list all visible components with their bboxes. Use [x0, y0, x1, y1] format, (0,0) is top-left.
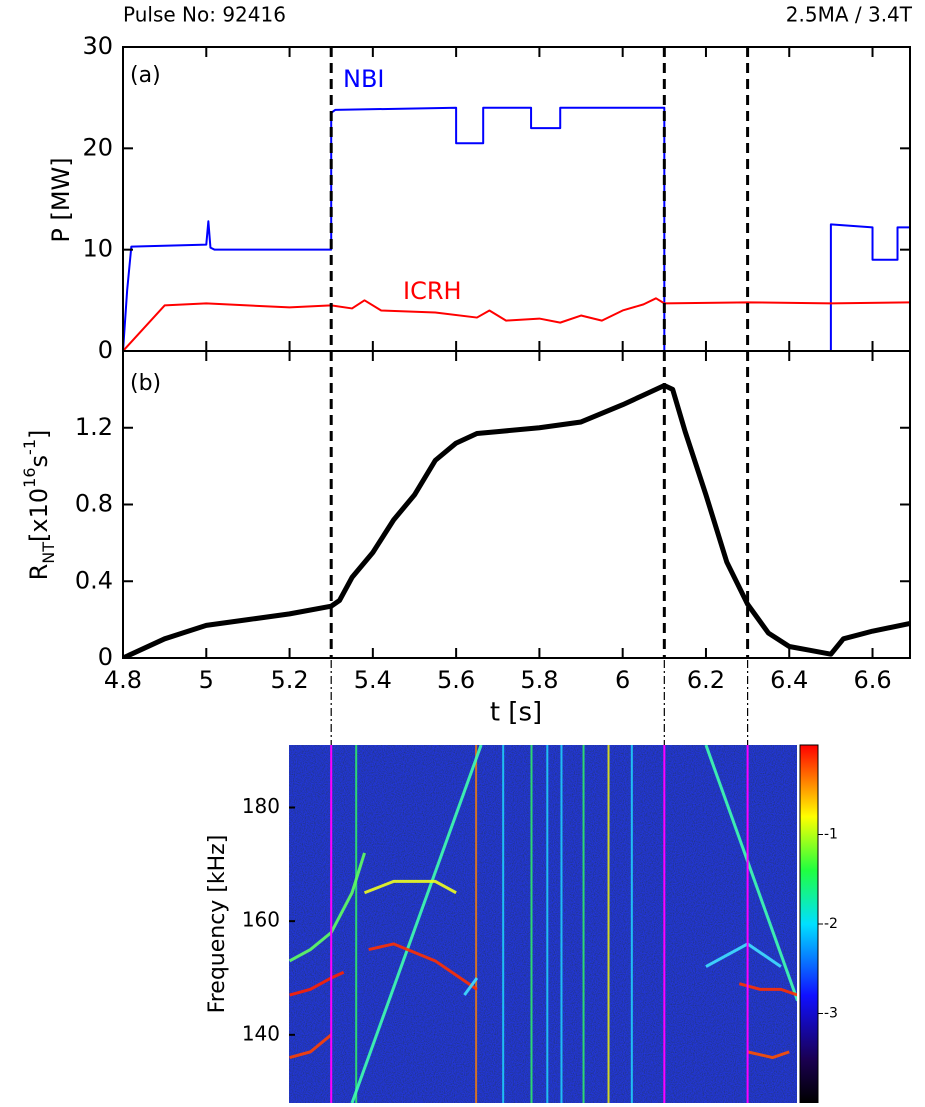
scenario-label: 2.5MA / 3.4T: [786, 3, 913, 27]
x-tick-label: 5.2: [270, 666, 308, 694]
y-axis-label-part: -1: [20, 439, 39, 455]
mode-trace: [289, 970, 345, 997]
y-tick-label: 0: [98, 336, 113, 364]
y-axis-label: Frequency [kHz]: [205, 835, 230, 1014]
x-tick-label: 5.8: [520, 666, 558, 694]
spectrogram-plot: [289, 745, 797, 1103]
colorbar-tick-label: -1: [824, 827, 838, 843]
y-tick-label: 140: [242, 1021, 280, 1045]
y-tick-label: 160: [242, 908, 280, 932]
series-label: NBI: [343, 65, 385, 93]
y-axis-label-part: ]: [25, 430, 53, 439]
x-tick-label: 4.8: [104, 666, 142, 694]
series-line: [123, 297, 910, 351]
colorbar-tick-label: -3: [824, 1006, 838, 1022]
x-tick-label: 6.2: [687, 666, 725, 694]
y-tick-label: 0.4: [75, 566, 113, 594]
mode-trace: [363, 879, 457, 895]
panel-label: (a): [130, 63, 161, 88]
y-axis-label-part: R: [25, 564, 53, 581]
x-tick-label: 6: [615, 666, 630, 694]
y-axis-label: P [MW]: [47, 157, 75, 242]
mode-trace: [704, 745, 797, 1002]
y-tick-label: 0.8: [75, 490, 113, 518]
mode-trace: [463, 977, 479, 996]
y-axis-label-part: NT: [39, 542, 58, 564]
x-tick-label: 5: [199, 666, 214, 694]
series-line: [123, 383, 910, 658]
x-tick-label: 6.4: [770, 666, 808, 694]
y-axis-label-part: 16: [20, 467, 39, 487]
panel-b-frame: [122, 350, 911, 659]
x-tick-label: 6.6: [853, 666, 891, 694]
mode-trace: [350, 745, 483, 1103]
x-axis-label: t [s]: [490, 698, 542, 728]
series-label: ICRH: [403, 277, 462, 305]
y-tick-label: 30: [82, 32, 113, 60]
y-tick-label: 1.2: [75, 413, 113, 441]
colorbar-tick-label: -2: [824, 916, 838, 932]
y-tick-label: 180: [242, 794, 280, 818]
mode-trace: [289, 1033, 333, 1059]
panel-b-plot: [123, 383, 910, 658]
y-axis-label-part: s: [25, 455, 53, 468]
y-tick-label: 20: [82, 133, 113, 161]
spectrogram-noise: [289, 745, 797, 1103]
y-tick-label: 0: [98, 643, 113, 671]
mode-trace: [738, 982, 797, 997]
mode-trace: [747, 1050, 790, 1060]
mode-trace: [368, 942, 478, 991]
y-axis-label: RNT[x1016s-1]: [20, 430, 58, 581]
pulse-label: Pulse No: 92416: [123, 3, 286, 27]
panel-a-plot: [123, 106, 910, 351]
x-tick-label: 5.4: [354, 666, 392, 694]
y-axis-label-part: [x10: [25, 488, 53, 542]
x-tick-label: 5.6: [437, 666, 475, 694]
panel-label: (b): [130, 371, 161, 396]
colorbar: [799, 744, 819, 1104]
y-tick-label: 10: [82, 235, 113, 263]
series-line: [123, 106, 910, 351]
